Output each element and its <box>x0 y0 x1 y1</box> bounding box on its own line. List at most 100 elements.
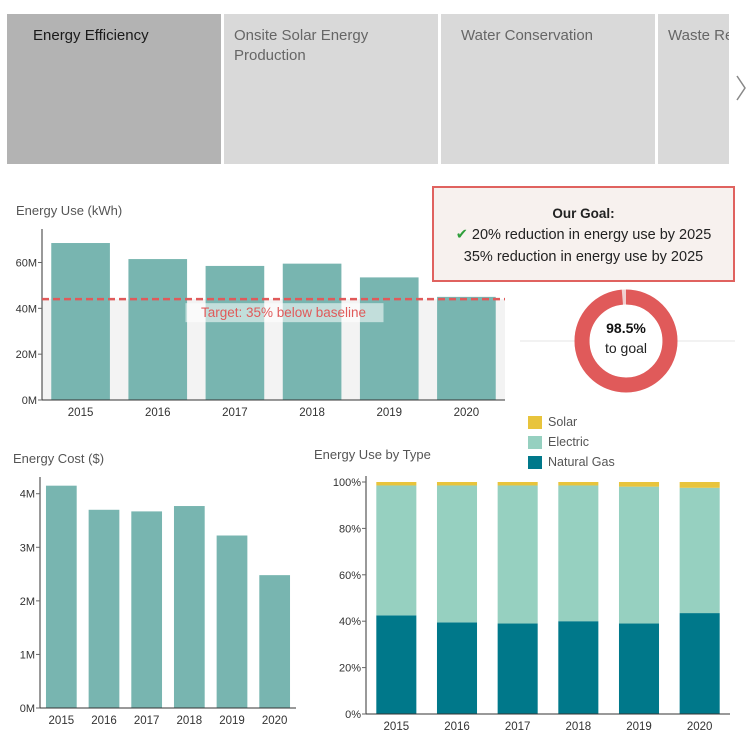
x-tick-label: 2016 <box>145 407 171 419</box>
bar <box>282 263 342 400</box>
bar-solar <box>436 482 478 486</box>
goal-line-2: 35% reduction in energy use by 2025 <box>463 249 704 265</box>
checkmark-icon: ✔ <box>455 227 468 243</box>
x-tick-label: 2019 <box>219 715 245 727</box>
x-tick-label: 2015 <box>384 721 410 733</box>
y-tick-label: 60M <box>16 258 37 270</box>
y-tick-label: 2M <box>20 596 35 608</box>
energy-cost-chart: 2015 2016 2017 2018 2019 2020 0M 1M 2M 3M 4M <box>20 477 296 727</box>
bar-electric <box>679 487 720 614</box>
chevron-right-icon[interactable] <box>735 74 746 102</box>
x-tick-label: 2017 <box>505 721 531 733</box>
bar-electric <box>376 485 417 616</box>
legend-label: Natural Gas <box>548 455 615 469</box>
y-tick-label: 0% <box>345 709 361 721</box>
bar <box>437 296 496 400</box>
tab-label: Energy Efficiency <box>33 27 149 44</box>
y-tick-label: 80% <box>339 523 361 535</box>
bar <box>45 485 77 708</box>
y-tick-label: 40% <box>339 616 361 628</box>
legend-label: Electric <box>548 435 589 449</box>
bar-natural-gas <box>497 623 538 714</box>
tab-water-conservation[interactable]: Water Conservation <box>441 14 655 164</box>
topic-tabs: Energy Efficiency Onsite Solar Energy Pr… <box>7 14 729 164</box>
tab-label: Water Conservation <box>461 27 593 44</box>
tab-energy-efficiency[interactable]: Energy Efficiency <box>7 14 221 164</box>
x-tick-label: 2020 <box>454 407 480 419</box>
legend-swatch-natural-gas <box>528 456 542 469</box>
bar-solar <box>376 482 417 486</box>
legend-swatch-electric <box>528 436 542 449</box>
bar <box>205 265 265 400</box>
energy-use-title: Energy Use (kWh) <box>16 203 123 218</box>
energy-by-type-chart: 2015 2016 2017 2018 2019 2020 0% 20% 40% 60% 80% 10… <box>333 476 730 733</box>
legend-item-natural-gas[interactable]: Natural Gas <box>528 454 615 474</box>
legend-swatch-solar <box>528 416 542 429</box>
bar <box>359 277 419 400</box>
x-tick-label: 2018 <box>299 407 325 419</box>
energy-cost-title: Energy Cost ($) <box>13 451 105 466</box>
bar-natural-gas <box>436 622 478 714</box>
goal-title: Our Goal: <box>552 206 615 221</box>
bar-natural-gas <box>558 621 599 714</box>
goal-line-achieved: ✔ 20% reduction in energy use by 2025 <box>434 227 733 243</box>
goal-progress-donut <box>520 289 735 393</box>
y-tick-label: 40M <box>16 303 37 315</box>
bar-solar <box>558 482 599 486</box>
bar-solar <box>497 482 538 486</box>
x-tick-label: 2017 <box>222 407 248 419</box>
y-tick-label: 60% <box>339 570 361 582</box>
tab-label: Onsite Solar Energy Production <box>234 27 369 64</box>
bar <box>131 511 163 708</box>
goal-line-1: 20% reduction in energy use by 2025 <box>471 227 712 243</box>
y-tick-label: 0M <box>22 395 37 407</box>
bar-solar <box>618 482 660 487</box>
x-tick-label: 2018 <box>566 721 592 733</box>
y-tick-label: 4M <box>20 489 35 501</box>
energy-use-chart: 2015 2016 2017 2018 2019 2020 0M 20M 40M 60M Targe… <box>16 229 505 419</box>
goal-progress-caption: to goal <box>604 340 648 356</box>
bar <box>216 535 248 708</box>
x-tick-label: 2016 <box>91 715 117 727</box>
y-tick-label: 20M <box>16 349 37 361</box>
goal-progress-value: 98.5% <box>606 320 646 336</box>
x-tick-label: 2016 <box>444 721 470 733</box>
tab-label: Waste Re <box>668 27 729 44</box>
y-tick-label: 1M <box>20 649 35 661</box>
y-tick-label: 20% <box>339 663 361 675</box>
target-label: Target: 35% below baseline <box>201 305 366 320</box>
x-tick-label: 2020 <box>262 715 288 727</box>
donut-hole <box>590 305 662 377</box>
legend-label: Solar <box>548 415 578 429</box>
bar <box>51 243 110 400</box>
legend-item-electric[interactable]: Electric <box>528 434 615 454</box>
donut-arc <box>574 289 678 393</box>
bar <box>88 509 120 708</box>
x-tick-label: 2017 <box>134 715 160 727</box>
y-tick-label: 0M <box>20 703 35 715</box>
bar-natural-gas <box>618 623 660 714</box>
energy-type-legend: Solar Electric Natural Gas <box>528 414 615 474</box>
x-tick-label: 2018 <box>177 715 203 727</box>
y-tick-label: 3M <box>20 542 35 554</box>
tab-waste-reduction[interactable]: Waste Re <box>658 14 729 164</box>
y-tick-label: 100% <box>333 477 361 489</box>
goal-panel: Our Goal: ✔ 20% reduction in energy use … <box>432 186 735 282</box>
bar <box>128 259 188 400</box>
bar-electric <box>558 485 599 622</box>
legend-item-solar[interactable]: Solar <box>528 414 615 434</box>
bar <box>173 506 205 708</box>
x-tick-label: 2015 <box>68 407 94 419</box>
bar-natural-gas <box>376 615 417 714</box>
x-tick-label: 2020 <box>687 721 713 733</box>
x-tick-label: 2015 <box>49 715 75 727</box>
tab-onsite-solar[interactable]: Onsite Solar Energy Production <box>224 14 438 164</box>
bar-electric <box>436 485 478 623</box>
x-tick-label: 2019 <box>376 407 402 419</box>
bar-natural-gas <box>679 613 720 714</box>
bar-electric <box>618 486 660 624</box>
bar <box>259 575 291 708</box>
target-label-bg <box>185 303 384 323</box>
x-tick-label: 2019 <box>626 721 652 733</box>
energy-by-type-title: Energy Use by Type <box>314 447 431 462</box>
